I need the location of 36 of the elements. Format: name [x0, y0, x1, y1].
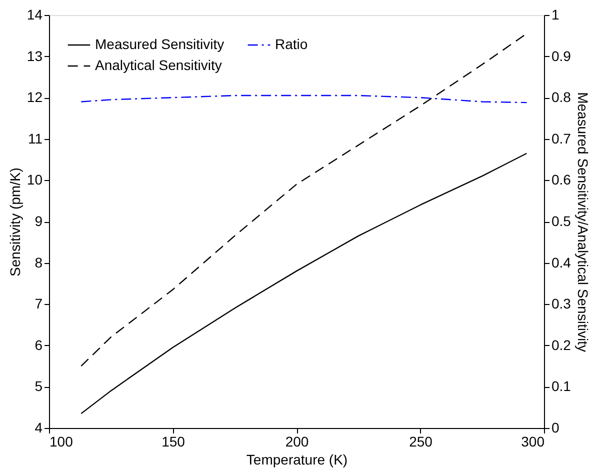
y2-tick-label: 0.1	[552, 378, 572, 394]
y2-tick-label: 0.5	[552, 213, 572, 229]
y-tick-label: 8	[34, 254, 43, 270]
line-series	[80, 152, 528, 414]
x-tick-label: 150	[162, 434, 186, 450]
x-tick-label: 100	[50, 434, 74, 450]
legend-label: Ratio	[275, 36, 308, 52]
y2-tick-label: 0.9	[552, 48, 572, 64]
y-axis-title: Sensitivity (pm/K)	[6, 168, 23, 276]
x-axis-title: Temperature (K)	[246, 452, 348, 468]
y2-tick-label: 0.6	[552, 172, 572, 188]
y-tick-label: 12	[26, 89, 43, 106]
legend-label: Measured Sensitivity	[95, 36, 224, 52]
line-series	[80, 94, 528, 104]
y2-tick-label: 0.7	[552, 130, 572, 146]
line-series	[80, 32, 528, 367]
y-tick-label: 6	[34, 336, 43, 353]
y2-tick-label: 0.3	[552, 296, 572, 312]
y2-axis-title: Measured Sensitivity/Analytical Sensitivity	[574, 92, 591, 352]
y2-tick-label: 0.4	[552, 254, 572, 270]
x-tick-label: 200	[285, 434, 309, 450]
y-tick-label: 10	[26, 172, 43, 188]
y2-tick-label: 0.2	[552, 336, 572, 353]
y2-tick-label: 0.8	[552, 89, 572, 106]
x-tick-label: 250	[409, 434, 433, 450]
y-tick-label: 7	[34, 296, 43, 312]
y-tick-label: 9	[34, 213, 43, 229]
y-tick-label: 11	[28, 130, 43, 146]
y-tick-label: 4	[34, 420, 43, 436]
y-tick-label: 13	[26, 48, 43, 64]
y-tick-label: 5	[34, 378, 43, 394]
y2-tick-label: 0	[552, 420, 560, 436]
x-tick-label: 300	[521, 434, 545, 450]
legend-label: Analytical Sensitivity	[95, 57, 222, 73]
y2-tick-label: 1	[552, 6, 560, 22]
y-tick-label: 14	[26, 6, 43, 22]
